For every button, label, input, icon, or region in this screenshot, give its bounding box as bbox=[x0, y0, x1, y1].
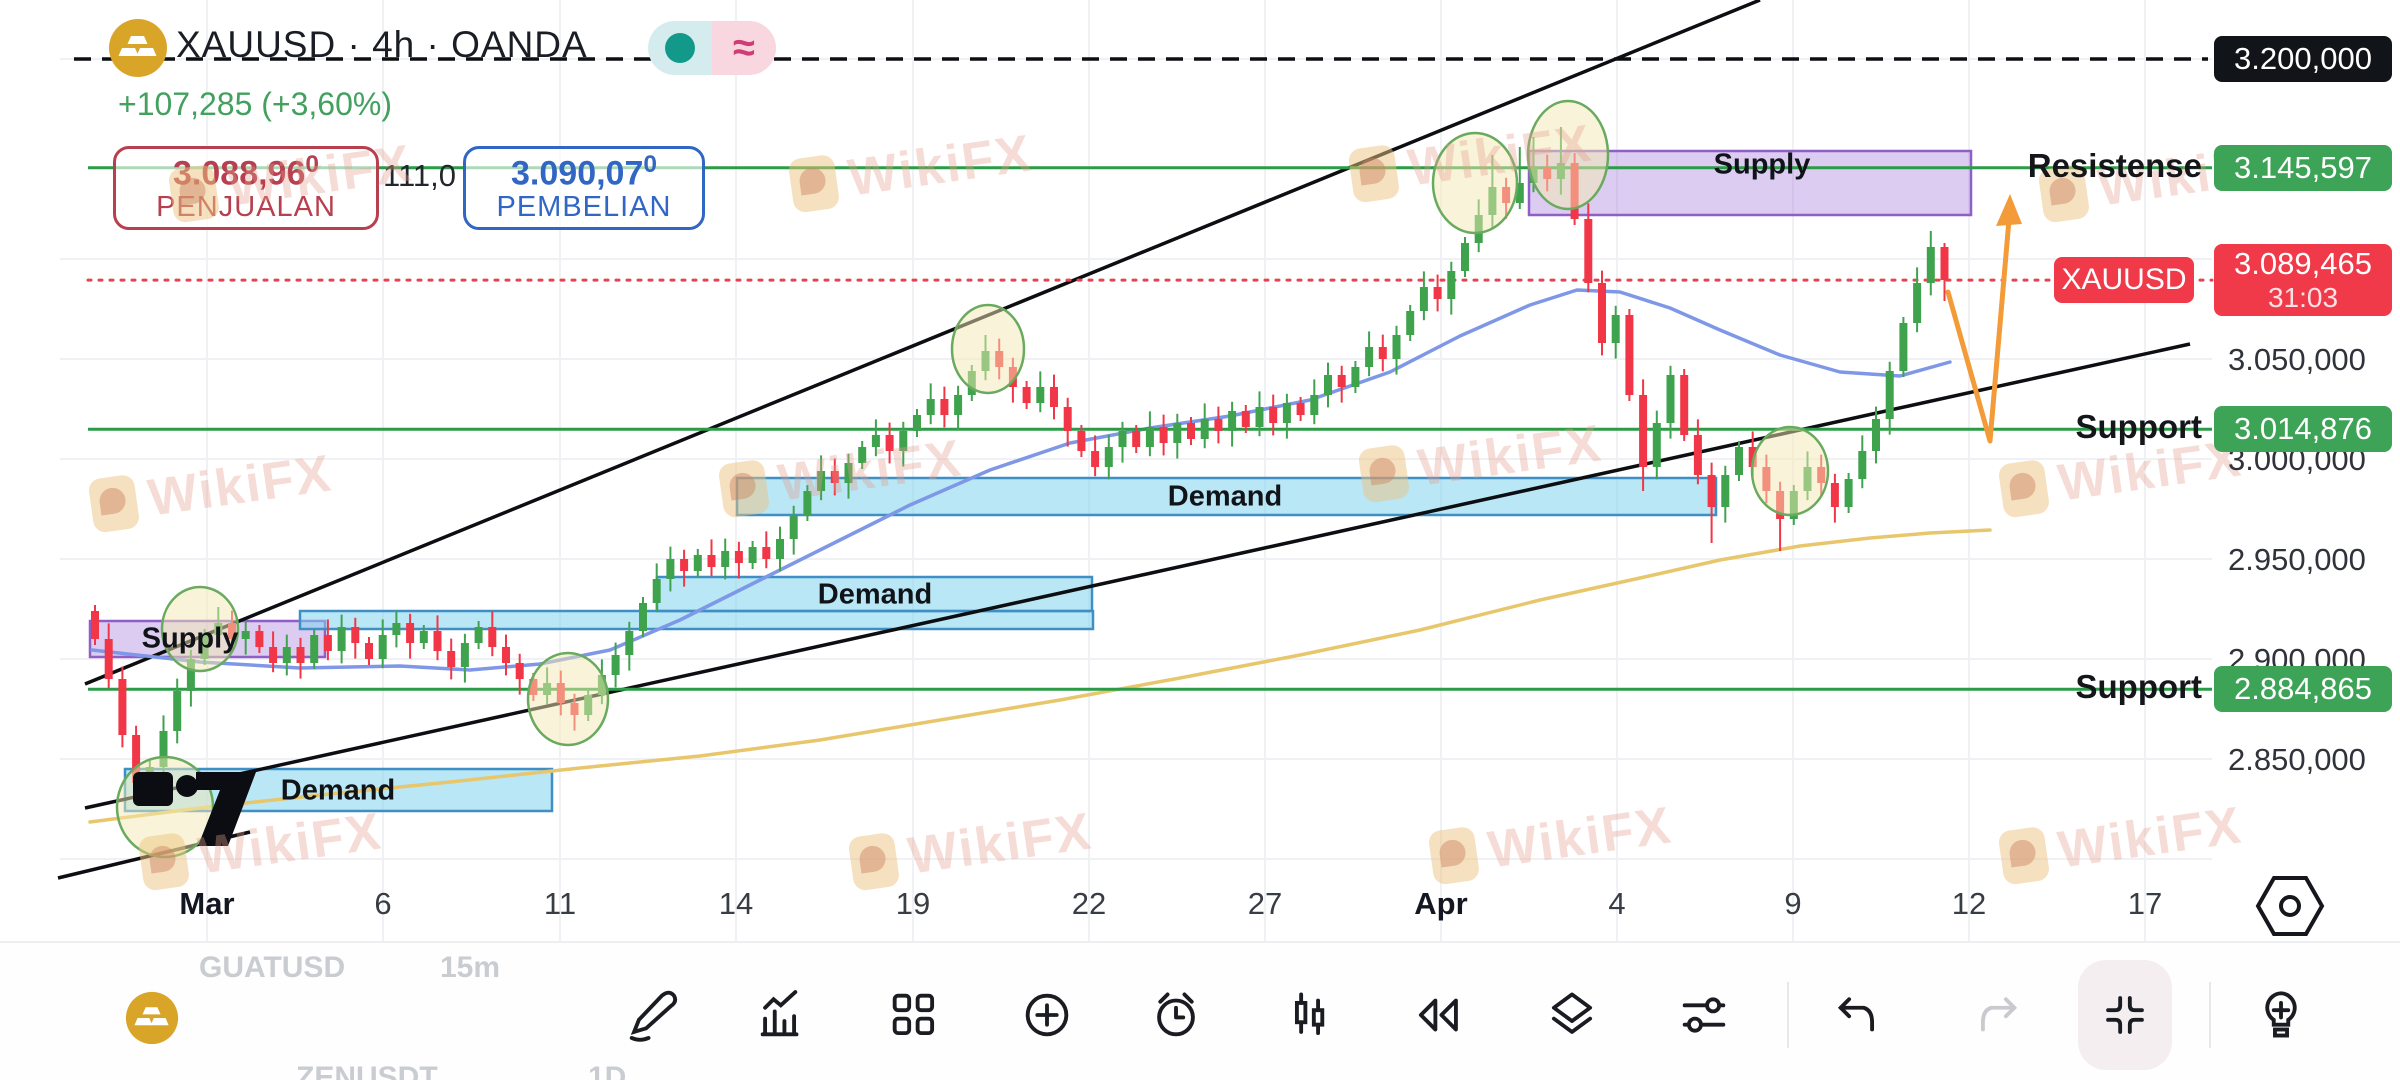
supply-zone-label: Supply bbox=[141, 622, 239, 655]
supply-zone-label: Supply bbox=[1713, 148, 1811, 181]
watchlist-row-ghost[interactable]: GUATUSD bbox=[199, 951, 346, 984]
layers-icon[interactable] bbox=[1540, 983, 1604, 1047]
price-change: +107,285 (+3,60%) bbox=[118, 86, 392, 122]
sell-price-fraction: 0 bbox=[305, 151, 319, 179]
market-open-indicator bbox=[648, 21, 712, 75]
undo-icon[interactable] bbox=[1828, 983, 1892, 1047]
sell-price: 3.088,96 bbox=[173, 154, 306, 193]
level-label: Resistense bbox=[2027, 146, 2202, 184]
market-status-toggle[interactable]: ≈ bbox=[648, 21, 776, 75]
watchlist-row-ghost-tf[interactable]: 15m bbox=[440, 951, 501, 984]
demand-zone-label: Demand bbox=[817, 578, 933, 611]
gold-symbol-icon bbox=[125, 991, 179, 1045]
date-axis-label: 11 bbox=[543, 886, 577, 921]
add-circle-icon[interactable] bbox=[1015, 983, 1079, 1047]
replay-rewind-icon[interactable] bbox=[1407, 983, 1471, 1047]
tradingview-logo-icon bbox=[133, 772, 256, 846]
date-axis-label: 19 bbox=[895, 886, 931, 921]
buy-price: 3.090,07 bbox=[511, 154, 644, 193]
candles-icon[interactable] bbox=[1277, 983, 1341, 1047]
level-price-badge: 2.884,865 bbox=[2214, 666, 2392, 713]
layout-grid-icon[interactable] bbox=[882, 983, 946, 1047]
indicators-icon[interactable] bbox=[750, 983, 814, 1047]
level-label: Support bbox=[2075, 668, 2202, 706]
approx-icon: ≈ bbox=[712, 21, 776, 75]
draw-icon[interactable] bbox=[619, 983, 683, 1047]
line-price-badge: 3.200,000 bbox=[2214, 36, 2392, 82]
price-axis-label: 2.950,000 bbox=[2228, 542, 2366, 577]
date-axis-label: 22 bbox=[1071, 886, 1107, 921]
alert-clock-icon[interactable] bbox=[1144, 983, 1208, 1047]
idea-bulb-icon[interactable] bbox=[2249, 983, 2313, 1047]
bar-countdown: 31:03 bbox=[2267, 282, 2339, 314]
chart-title[interactable]: XAUUSD · 4h · OANDA bbox=[176, 24, 588, 65]
level-price-badge: 3.145,597 bbox=[2214, 144, 2392, 191]
date-axis-label: 27 bbox=[1247, 886, 1283, 921]
date-axis-label: 6 bbox=[374, 886, 392, 921]
watchlist-row-ghost[interactable]: ZENUSDT bbox=[296, 1061, 438, 1080]
date-axis-label: Apr bbox=[1414, 886, 1468, 921]
date-axis-label: Mar bbox=[179, 886, 235, 921]
buy-price-fraction: 0 bbox=[643, 151, 657, 179]
current-symbol-tag: XAUUSD bbox=[2054, 257, 2194, 304]
collapse-icon[interactable] bbox=[2078, 960, 2172, 1070]
gold-symbol-icon bbox=[109, 19, 167, 77]
bottom-toolbar: GUATUSD 15m ZENUSDT 1D XAUUSD 4h bbox=[0, 941, 2400, 1080]
redo-icon[interactable] bbox=[1963, 983, 2027, 1047]
demand-zone-label: Demand bbox=[1167, 480, 1283, 513]
sell-button[interactable]: 3.088,960 PENJUALAN bbox=[113, 146, 379, 230]
price-axis-label: 2.850,000 bbox=[2228, 742, 2366, 777]
date-axis-label: 14 bbox=[718, 886, 754, 921]
watchlist-row-ghost-tf[interactable]: 1D bbox=[588, 1061, 627, 1080]
spread-value: 111,0 bbox=[383, 158, 456, 193]
price-axis-label: 3.050,000 bbox=[2228, 342, 2366, 377]
date-axis-label: 12 bbox=[1951, 886, 1987, 921]
level-label: Support bbox=[2075, 408, 2202, 446]
date-axis-label: 9 bbox=[1784, 886, 1802, 921]
buy-label: PEMBELIAN bbox=[496, 191, 672, 224]
axis-settings-hex-icon[interactable] bbox=[2254, 873, 2326, 939]
demand-zone-label: Demand bbox=[280, 774, 396, 807]
toolbar-divider bbox=[2209, 982, 2211, 1048]
level-price-badge: 3.014,876 bbox=[2214, 406, 2392, 453]
settings-sliders-icon[interactable] bbox=[1672, 983, 1736, 1047]
date-axis-label: 17 bbox=[2127, 886, 2163, 921]
buy-button[interactable]: 3.090,070 PEMBELIAN bbox=[463, 146, 705, 230]
current-price-badge: 3.089,465 31:03 bbox=[2214, 244, 2392, 317]
toolbar-divider bbox=[1787, 982, 1789, 1048]
sell-label: PENJUALAN bbox=[156, 191, 336, 224]
date-axis-label: 4 bbox=[1608, 886, 1626, 921]
green-dot-icon bbox=[665, 33, 695, 63]
